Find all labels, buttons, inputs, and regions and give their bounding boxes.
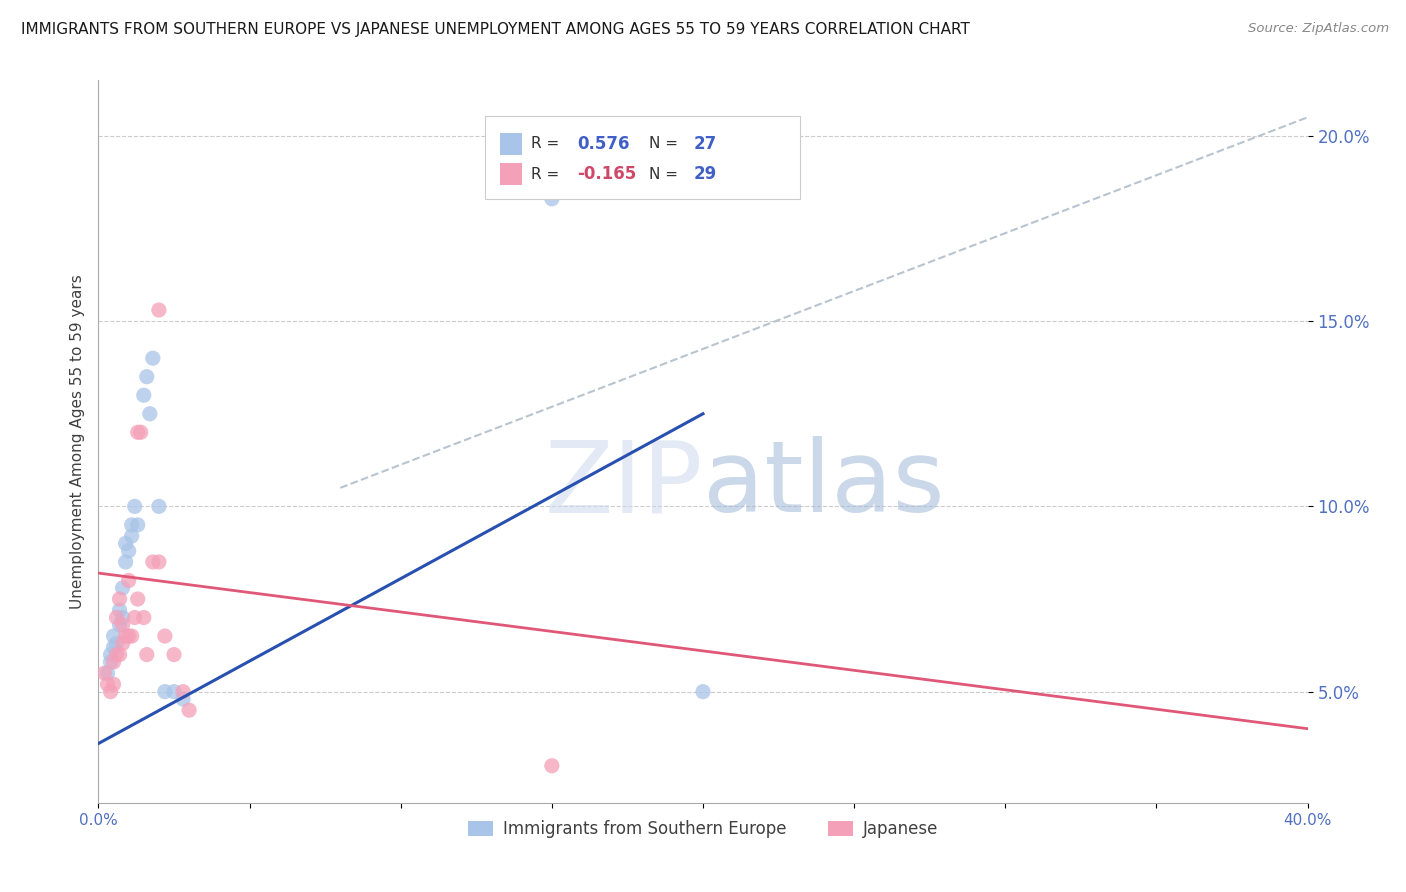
Point <box>108 603 131 617</box>
Text: R =: R = <box>531 167 564 182</box>
Point <box>103 655 125 669</box>
Point <box>127 592 149 607</box>
Point <box>114 555 136 569</box>
Point <box>108 618 131 632</box>
Point <box>139 407 162 421</box>
Point <box>93 666 115 681</box>
Text: Source: ZipAtlas.com: Source: ZipAtlas.com <box>1249 22 1389 36</box>
Point <box>132 610 155 624</box>
Point <box>111 581 134 595</box>
Point <box>121 629 143 643</box>
FancyBboxPatch shape <box>501 133 522 154</box>
FancyBboxPatch shape <box>501 163 522 185</box>
Point <box>148 555 170 569</box>
Point <box>148 500 170 514</box>
Point <box>121 517 143 532</box>
Point <box>114 536 136 550</box>
Point <box>153 684 176 698</box>
Point <box>163 684 186 698</box>
Text: 0.576: 0.576 <box>578 135 630 153</box>
Point <box>100 684 122 698</box>
Point <box>129 425 152 440</box>
Text: N =: N = <box>648 136 682 152</box>
Point <box>103 629 125 643</box>
Point <box>111 610 134 624</box>
Point <box>111 618 134 632</box>
Text: 27: 27 <box>693 135 717 153</box>
Point <box>100 648 122 662</box>
Point <box>105 648 128 662</box>
Text: N =: N = <box>648 167 682 182</box>
Point <box>124 610 146 624</box>
Point <box>103 677 125 691</box>
Point <box>108 592 131 607</box>
Point <box>124 500 146 514</box>
Text: -0.165: -0.165 <box>578 165 637 183</box>
Text: ZIP: ZIP <box>544 436 703 533</box>
Point <box>105 636 128 650</box>
Point <box>132 388 155 402</box>
Point <box>96 677 118 691</box>
Point <box>127 425 149 440</box>
Text: IMMIGRANTS FROM SOUTHERN EUROPE VS JAPANESE UNEMPLOYMENT AMONG AGES 55 TO 59 YEA: IMMIGRANTS FROM SOUTHERN EUROPE VS JAPAN… <box>21 22 970 37</box>
Point <box>108 648 131 662</box>
Point <box>163 648 186 662</box>
Legend: Immigrants from Southern Europe, Japanese: Immigrants from Southern Europe, Japanes… <box>461 814 945 845</box>
Point <box>540 758 562 772</box>
Point <box>114 629 136 643</box>
Point <box>118 574 141 588</box>
Point <box>142 555 165 569</box>
Point <box>103 640 125 655</box>
FancyBboxPatch shape <box>485 117 800 200</box>
Text: atlas: atlas <box>703 436 945 533</box>
Point <box>100 655 122 669</box>
Point <box>111 636 134 650</box>
Text: R =: R = <box>531 136 564 152</box>
Point <box>127 517 149 532</box>
Point <box>540 192 562 206</box>
Point <box>105 610 128 624</box>
Point <box>135 369 157 384</box>
Y-axis label: Unemployment Among Ages 55 to 59 years: Unemployment Among Ages 55 to 59 years <box>69 274 84 609</box>
Point <box>153 629 176 643</box>
Point <box>118 629 141 643</box>
Point <box>96 666 118 681</box>
Point <box>142 351 165 366</box>
Point <box>172 684 194 698</box>
Point <box>179 703 201 717</box>
Point <box>121 529 143 543</box>
Point <box>692 684 714 698</box>
Point <box>135 648 157 662</box>
Point <box>172 692 194 706</box>
Point <box>118 544 141 558</box>
Text: 29: 29 <box>693 165 717 183</box>
Point <box>148 303 170 318</box>
